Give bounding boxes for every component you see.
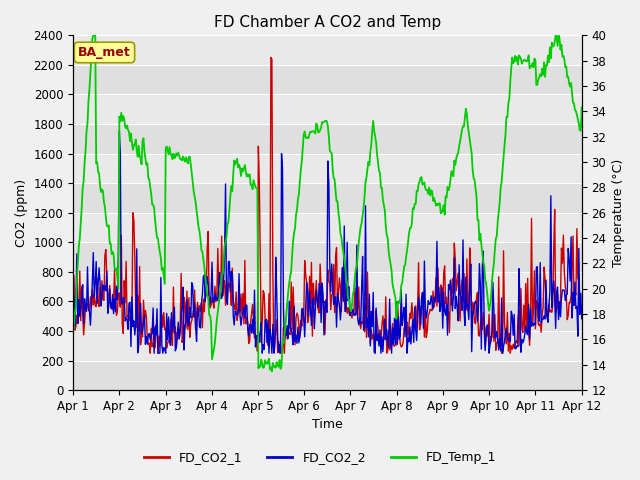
FD_CO2_1 [147, 350, 154, 356]
Bar [73, 95, 582, 124]
FD_Temp_1 [373, 152, 381, 157]
Bar [73, 331, 582, 360]
Bar [73, 154, 582, 183]
FD_CO2_1 [244, 320, 252, 325]
FD_CO2_2 [150, 350, 158, 356]
Y-axis label: CO2 (ppm): CO2 (ppm) [15, 179, 28, 247]
FD_Temp_1 [578, 105, 586, 110]
Line: FD_CO2_2: FD_CO2_2 [73, 132, 582, 353]
FD_CO2_2 [245, 333, 253, 339]
FD_Temp_1 [536, 74, 543, 80]
FD_CO2_2 [127, 344, 135, 349]
FD_CO2_2 [536, 318, 543, 324]
FD_Temp_1 [69, 333, 77, 338]
FD_CO2_2 [116, 129, 124, 134]
Bar [73, 272, 582, 301]
Title: FD Chamber A CO2 and Temp: FD Chamber A CO2 and Temp [214, 15, 441, 30]
Bar [73, 242, 582, 272]
FD_CO2_2 [555, 317, 563, 323]
FD_Temp_1 [244, 171, 252, 177]
Bar [73, 213, 582, 242]
Bar [73, 360, 582, 390]
FD_CO2_1 [164, 338, 172, 344]
Text: BA_met: BA_met [78, 46, 131, 59]
FD_CO2_1 [555, 311, 563, 317]
FD_CO2_2 [69, 321, 77, 327]
FD_Temp_1 [90, 33, 97, 38]
Line: FD_Temp_1: FD_Temp_1 [73, 36, 582, 372]
Bar [73, 65, 582, 95]
FD_CO2_2 [166, 338, 173, 344]
Legend: FD_CO2_1, FD_CO2_2, FD_Temp_1: FD_CO2_1, FD_CO2_2, FD_Temp_1 [139, 446, 501, 469]
FD_CO2_1 [69, 310, 77, 316]
FD_CO2_1 [578, 303, 586, 309]
FD_Temp_1 [268, 369, 276, 374]
X-axis label: Time: Time [312, 419, 343, 432]
Bar [73, 124, 582, 154]
FD_CO2_1 [373, 318, 381, 324]
FD_Temp_1 [164, 151, 172, 157]
Y-axis label: Temperature (°C): Temperature (°C) [612, 158, 625, 267]
Bar [73, 36, 582, 65]
FD_CO2_1 [536, 323, 543, 328]
FD_CO2_2 [578, 316, 586, 322]
FD_Temp_1 [127, 131, 135, 136]
FD_Temp_1 [555, 33, 563, 38]
FD_CO2_2 [373, 337, 381, 343]
Line: FD_CO2_1: FD_CO2_1 [73, 58, 582, 353]
FD_CO2_1 [267, 55, 275, 60]
Bar [73, 301, 582, 331]
Bar [73, 183, 582, 213]
FD_CO2_1 [126, 313, 134, 319]
